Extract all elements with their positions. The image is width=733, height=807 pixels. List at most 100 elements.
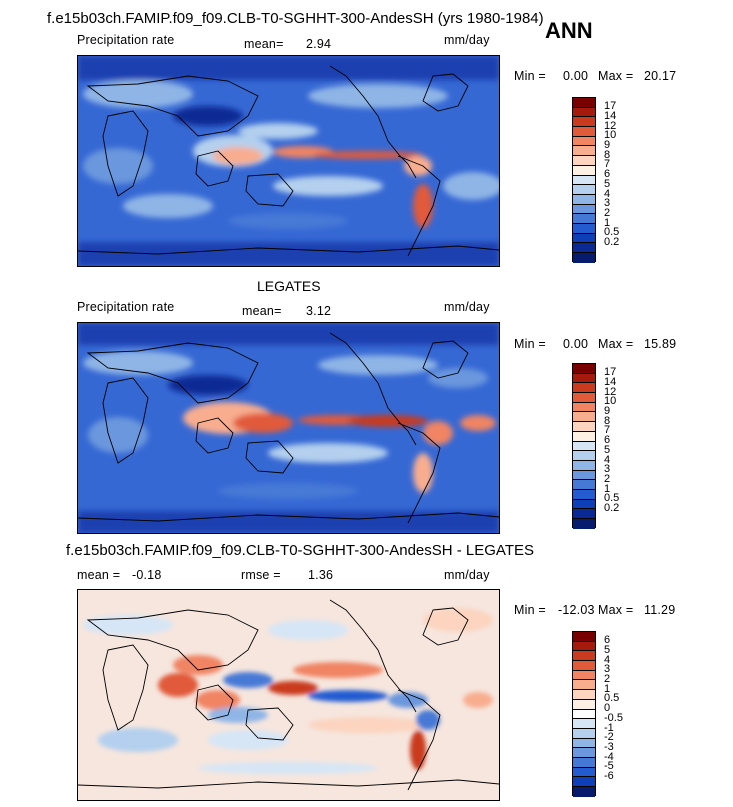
colorbar-tick-label: 0.2	[604, 502, 620, 514]
colorbar-tick-label: 14	[604, 375, 617, 388]
panel2-title: LEGATES	[257, 278, 321, 294]
colorbar-swatch	[573, 489, 595, 500]
colorbar-swatch	[573, 243, 595, 253]
colorbar-swatch	[573, 253, 595, 263]
colorbar-tick-label: -4	[604, 750, 614, 763]
colorbar-tick-label: 17	[604, 100, 617, 113]
panel1-model-precip-map	[77, 55, 500, 267]
colorbar-tick-label: 1	[604, 216, 611, 229]
colorbar-swatch	[573, 223, 595, 234]
colorbar-swatch	[573, 641, 595, 652]
colorbar-tick-label: 3	[604, 663, 611, 676]
colorbar-tick-label: 1	[604, 482, 611, 495]
colorbar-tick-label: 10	[604, 129, 617, 142]
colorbar-tick-label: -3	[604, 740, 614, 753]
colorbar-swatch	[573, 194, 595, 205]
colorbar-tick-label: -2	[604, 731, 614, 744]
panel2-min-value: 0.00	[563, 337, 589, 351]
colorbar-tick-label: 0.2	[604, 236, 620, 248]
colorbar-swatch	[573, 470, 595, 481]
colorbar-swatch	[573, 670, 595, 681]
colorbar-tick-label: 9	[604, 139, 611, 151]
colorbar-tick-label: 0.5	[604, 492, 620, 505]
colorbar-swatch	[573, 146, 595, 157]
panel1-max-value: 20.17	[644, 69, 677, 83]
colorbar-swatch	[573, 661, 595, 671]
panel3-mean-label: mean =	[77, 568, 121, 582]
colorbar-tick-label: 6	[604, 634, 611, 647]
colorbar-swatch	[573, 709, 595, 720]
colorbar-tick-label: 7	[604, 158, 611, 171]
colorbar-swatch	[573, 441, 595, 452]
colorbar-tick-label: 2	[604, 673, 611, 685]
colorbar-swatch	[573, 214, 595, 224]
panel2-max-label: Max =	[598, 337, 634, 351]
colorbar-swatch	[573, 233, 595, 244]
panel1-mean-value: 2.94	[306, 37, 332, 51]
panel1-units: mm/day	[444, 33, 490, 47]
colorbar-tick-label: 4	[604, 453, 611, 466]
colorbar-swatch	[573, 509, 595, 519]
colorbar-swatch	[573, 107, 595, 118]
colorbar-swatch	[573, 136, 595, 147]
colorbar-tick-label: 1	[604, 682, 611, 695]
colorbar-swatch	[573, 393, 595, 403]
colorbar-tick-label: 9	[604, 405, 611, 417]
colorbar-swatch	[573, 98, 595, 108]
colorbar-tick-label: 0.5	[604, 226, 620, 239]
panel1-min-label: Min =	[514, 69, 546, 83]
panel3-min-label: Min =	[514, 603, 546, 617]
colorbar-tick-label: 4	[604, 187, 611, 200]
colorbar-tick-label: -6	[604, 770, 614, 782]
panel3-max-label: Max =	[598, 603, 634, 617]
colorbar-swatch	[573, 632, 595, 642]
colorbar-swatch	[573, 451, 595, 461]
colorbar-tick-label: 5	[604, 177, 611, 190]
colorbar-tick-label: 8	[604, 148, 611, 161]
colorbar-swatch	[573, 431, 595, 442]
colorbar-swatch	[573, 127, 595, 137]
colorbar-tick-label: 10	[604, 395, 617, 408]
colorbar-swatch	[573, 402, 595, 413]
colorbar-tick-label: 17	[604, 366, 617, 379]
colorbar-swatch	[573, 699, 595, 710]
colorbar-tick-label: 0	[604, 702, 611, 715]
panel3-difference-map	[77, 589, 500, 801]
colorbar-swatch	[573, 156, 595, 166]
panel1-title: f.e15b03ch.FAMIP.f09_f09.CLB-T0-SGHHT-30…	[47, 10, 544, 27]
colorbar-swatch	[573, 651, 595, 662]
panel2-max-value: 15.89	[644, 337, 677, 351]
colorbar-swatch	[573, 719, 595, 729]
panel2-units: mm/day	[444, 300, 490, 314]
panel1-mean-label: mean=	[244, 37, 284, 51]
panel1-max-label: Max =	[598, 69, 634, 83]
panel2-colorbar	[572, 363, 596, 529]
panel1-min-value: 0.00	[563, 69, 589, 83]
colorbar-tick-label: 7	[604, 424, 611, 437]
colorbar-tick-label: 14	[604, 109, 617, 122]
colorbar-swatch	[573, 757, 595, 768]
colorbar-swatch	[573, 777, 595, 787]
colorbar-tick-label: 12	[604, 119, 617, 132]
colorbar-tick-label: -1	[604, 721, 614, 734]
panel3-min-value: -12.03	[558, 603, 595, 617]
colorbar-tick-label: 8	[604, 414, 611, 427]
panel1-colorbar	[572, 97, 596, 263]
colorbar-swatch	[573, 460, 595, 471]
colorbar-swatch	[573, 480, 595, 490]
colorbar-swatch	[573, 748, 595, 758]
colorbar-swatch	[573, 738, 595, 749]
colorbar-tick-label: -5	[604, 760, 614, 773]
panel3-title: f.e15b03ch.FAMIP.f09_f09.CLB-T0-SGHHT-30…	[66, 542, 534, 559]
colorbar-tick-label: 0.5	[604, 692, 620, 705]
colorbar-tick-label: -0.5	[604, 711, 623, 724]
season-label: ANN	[545, 18, 593, 43]
panel1-field-label: Precipitation rate	[77, 33, 175, 47]
colorbar-tick-label: 2	[604, 472, 611, 485]
colorbar-tick-label: 6	[604, 168, 611, 181]
colorbar-swatch	[573, 680, 595, 691]
colorbar-swatch	[573, 767, 595, 778]
panel3-units: mm/day	[444, 568, 490, 582]
colorbar-tick-label: 3	[604, 197, 611, 210]
colorbar-swatch	[573, 422, 595, 432]
